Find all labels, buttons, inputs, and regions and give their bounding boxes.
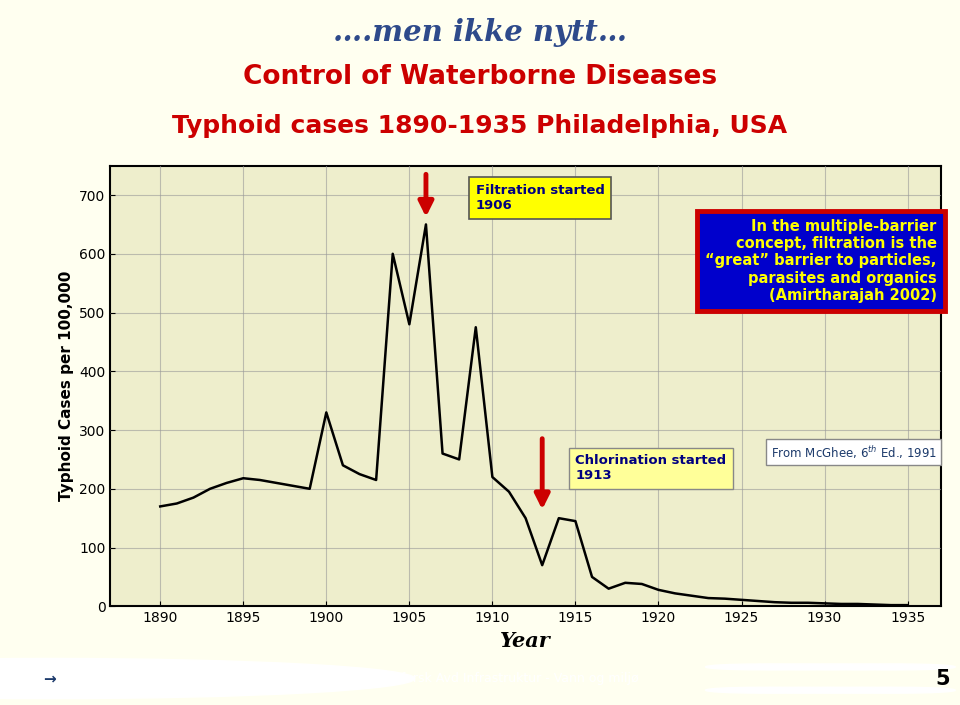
- Text: ….men ikke nytt…: ….men ikke nytt…: [333, 18, 627, 47]
- Text: Chlorination started
1913: Chlorination started 1913: [575, 454, 727, 482]
- X-axis label: Year: Year: [500, 631, 551, 651]
- Text: From McGhee, 6$^{th}$ Ed., 1991: From McGhee, 6$^{th}$ Ed., 1991: [771, 443, 937, 460]
- Text: 5: 5: [936, 668, 950, 689]
- Text: →: →: [43, 671, 57, 686]
- Circle shape: [850, 687, 955, 693]
- Text: In the multiple-barrier
concept, filtration is the
“great” barrier to particles,: In the multiple-barrier concept, filtrat…: [706, 219, 937, 303]
- Circle shape: [706, 664, 811, 670]
- Circle shape: [706, 687, 811, 693]
- Circle shape: [792, 664, 898, 670]
- Text: Typhoid cases 1890-1935 Philadelphia, USA: Typhoid cases 1890-1935 Philadelphia, US…: [173, 114, 787, 137]
- Circle shape: [821, 687, 926, 693]
- Text: SINTEF Byggforsk Avd Infrastruktur - Vann og miljø: SINTEF Byggforsk Avd Infrastruktur - Van…: [322, 672, 638, 685]
- Text: Filtration started
1906: Filtration started 1906: [476, 184, 605, 212]
- Text: Control of Waterborne Diseases: Control of Waterborne Diseases: [243, 63, 717, 90]
- Circle shape: [850, 664, 955, 670]
- Circle shape: [734, 687, 840, 693]
- Circle shape: [0, 658, 415, 699]
- Text: SINTEF: SINTEF: [96, 670, 167, 687]
- Circle shape: [821, 664, 926, 670]
- Y-axis label: Typhoid Cases per 100,000: Typhoid Cases per 100,000: [59, 271, 74, 501]
- Circle shape: [763, 687, 869, 693]
- Circle shape: [792, 687, 898, 693]
- Circle shape: [734, 664, 840, 670]
- Circle shape: [763, 664, 869, 670]
